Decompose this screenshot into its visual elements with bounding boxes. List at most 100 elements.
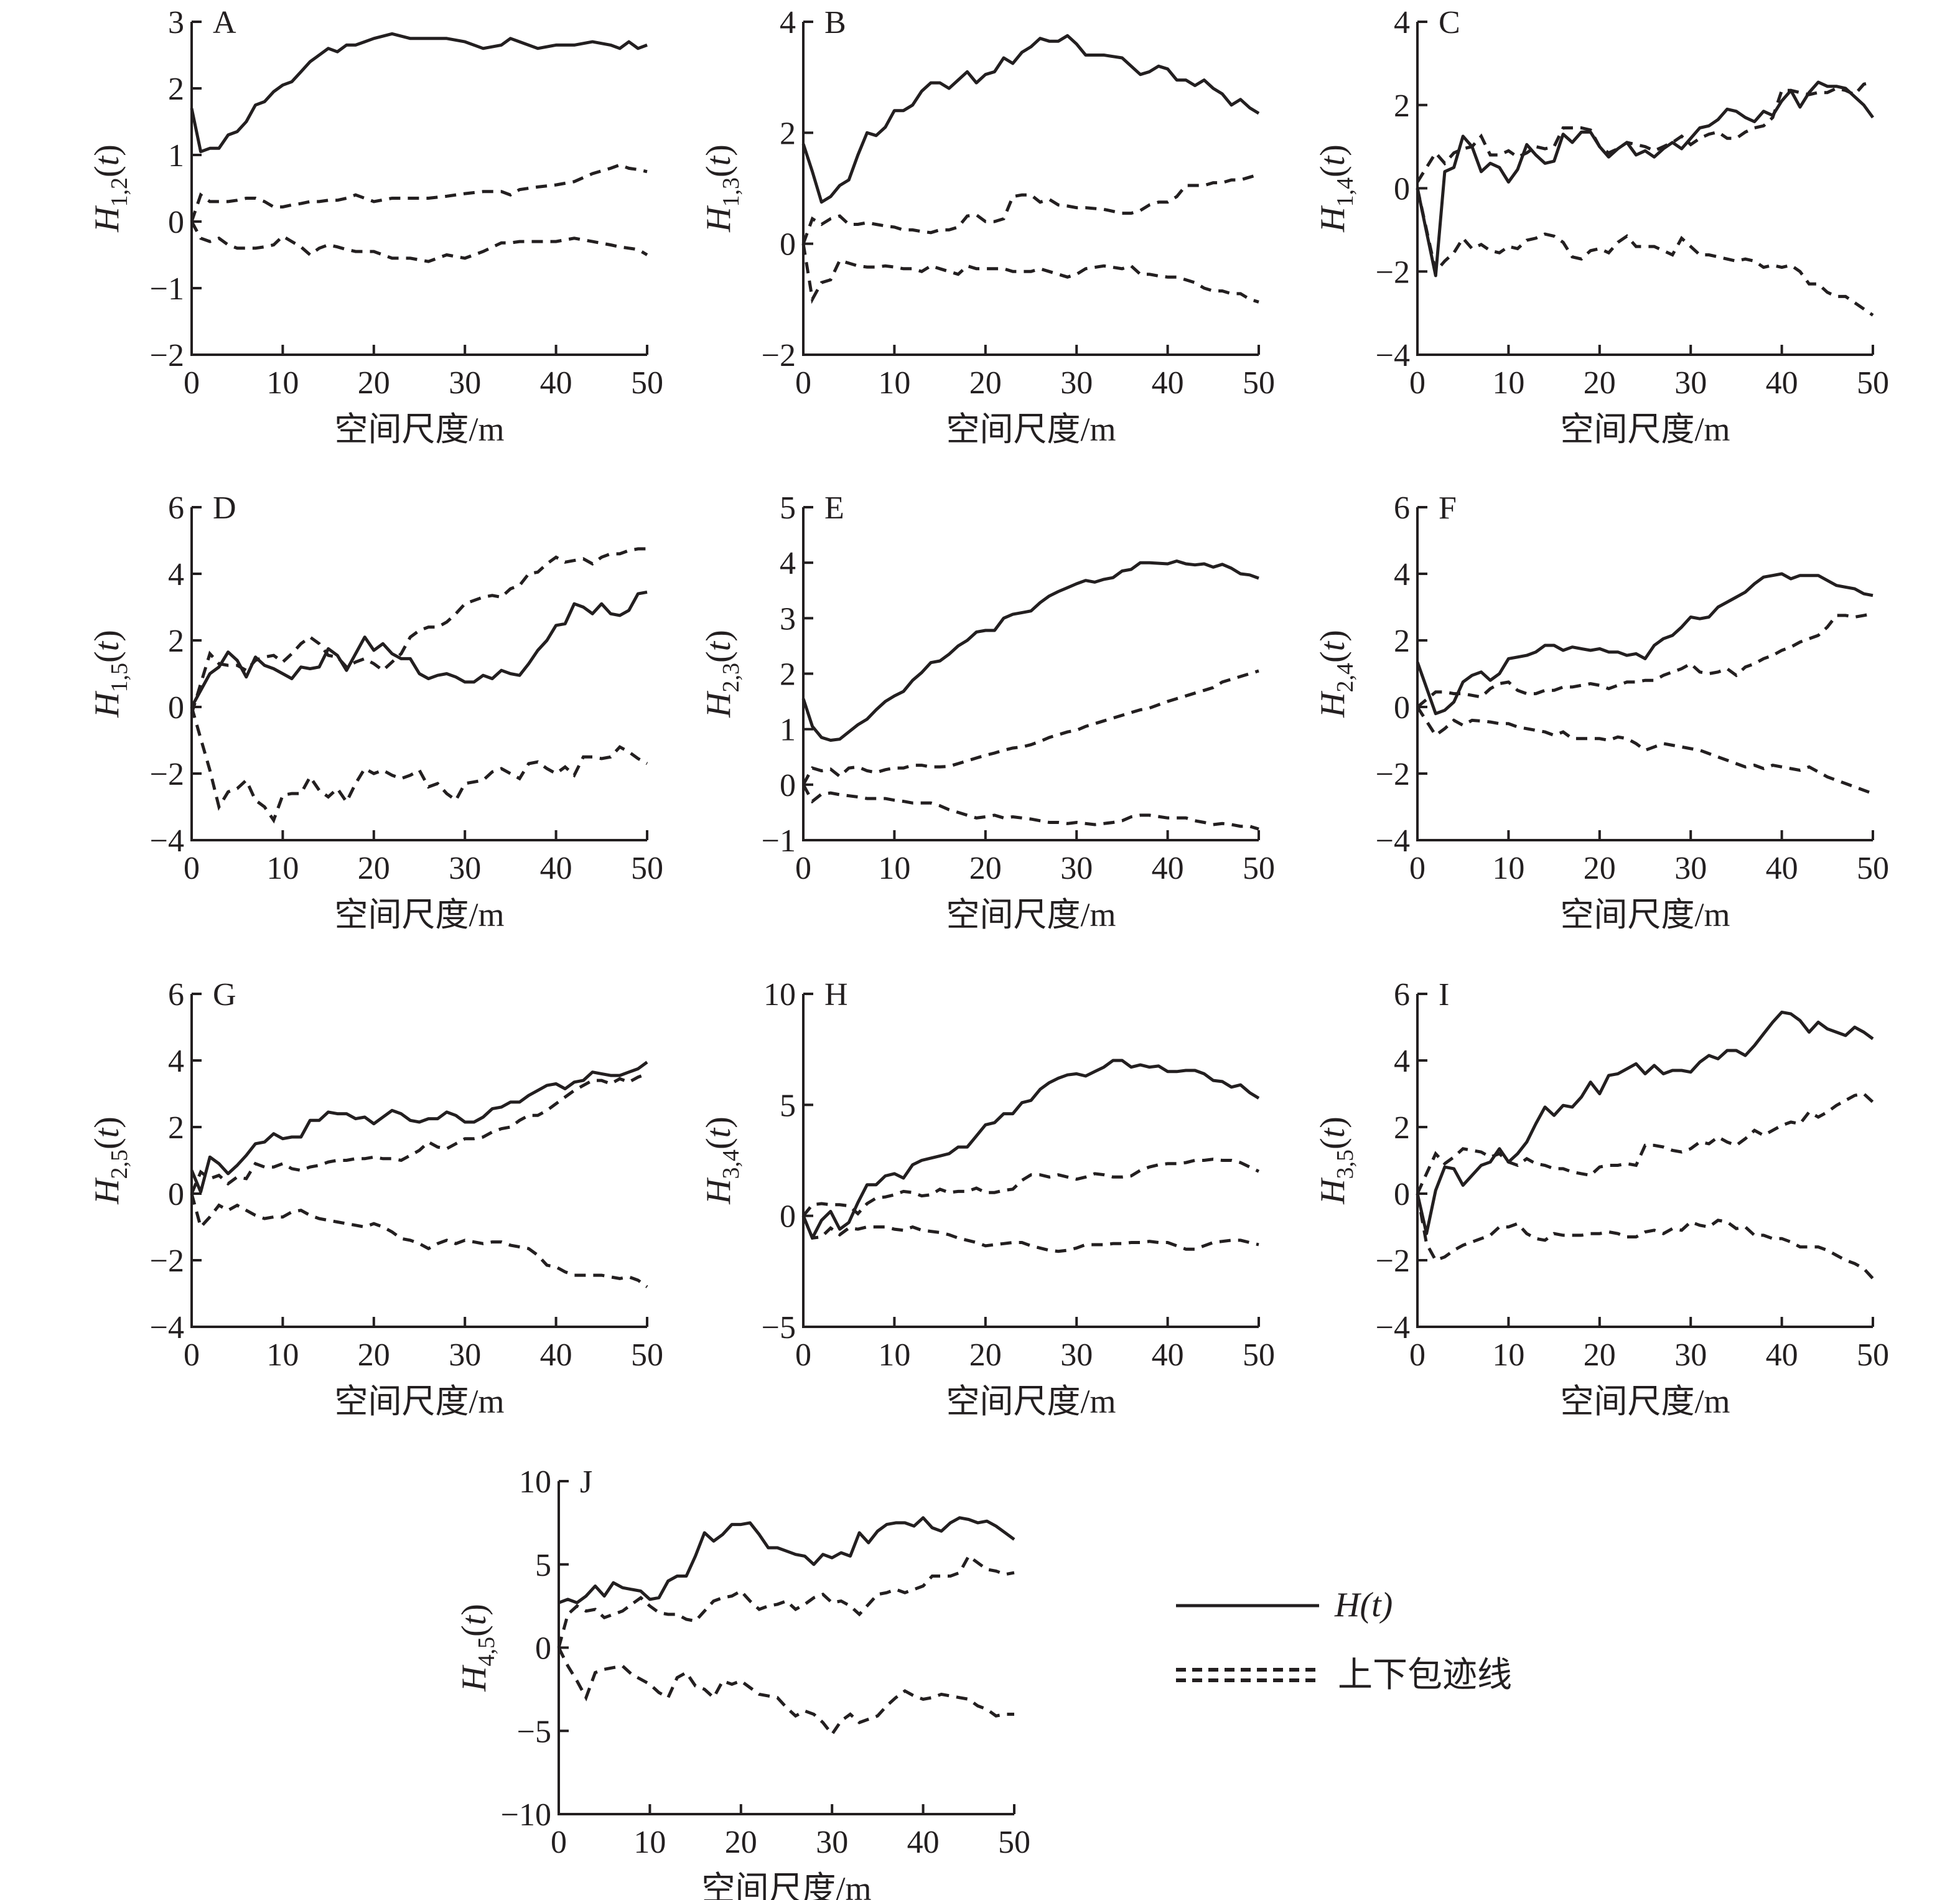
panel-f: −4 −2 0 2 4 6 0 10 20 30 40 50 F 空间尺度/m H2,4(t)	[1314, 490, 1889, 934]
y-axis-label: H2,5(t)	[88, 1116, 133, 1205]
y-tick-label: 6	[1394, 977, 1410, 1013]
y-tick-label: 4	[780, 546, 796, 581]
y-tick-label: 4	[168, 1044, 184, 1079]
x-tick-label: 50	[1243, 851, 1275, 886]
y-tick-label: 1	[780, 713, 796, 748]
y-tick-label: 2	[780, 116, 796, 151]
y-tick-label: 6	[1394, 490, 1410, 526]
y-tick-label: 6	[168, 490, 184, 526]
x-axis-label: 空间尺度/m	[334, 1383, 504, 1420]
y-axis-label: H1,4(t)	[1314, 144, 1358, 233]
y-tick-label: 0	[168, 690, 184, 726]
x-tick-label: 40	[1152, 851, 1184, 886]
y-tick-label: −2	[1376, 757, 1410, 792]
x-tick-label: 30	[1674, 1337, 1707, 1373]
series-upper-envelope	[557, 1553, 1015, 1649]
x-tick-label: 10	[878, 851, 910, 886]
y-tick-label: −2	[762, 338, 796, 373]
panel-letter: B	[824, 5, 846, 40]
x-tick-label: 30	[816, 1825, 848, 1860]
series-lower-envelope	[1416, 187, 1874, 317]
series-lower-envelope	[801, 243, 1259, 304]
x-tick-label: 20	[969, 851, 1002, 886]
y-tick-label: −2	[150, 757, 184, 792]
series-lower-envelope	[1416, 706, 1874, 795]
x-tick-label: 20	[358, 1337, 390, 1373]
panel-letter: D	[213, 490, 236, 526]
y-tick-label: 2	[780, 657, 796, 693]
y-tick-label: −2	[1376, 255, 1410, 290]
panel-letter: A	[213, 5, 236, 40]
x-tick-label: 0	[551, 1825, 567, 1860]
x-tick-label: 0	[1409, 851, 1426, 886]
x-tick-label: 30	[1674, 365, 1707, 401]
y-tick-label: 5	[780, 1088, 796, 1123]
y-tick-label: 2	[168, 1110, 184, 1146]
x-tick-label: 40	[1766, 851, 1798, 886]
y-tick-label: 0	[780, 1199, 796, 1235]
x-axis-label: 空间尺度/m	[946, 896, 1116, 934]
x-axis-label: 空间尺度/m	[334, 896, 504, 934]
x-tick-label: 10	[266, 1337, 299, 1373]
axes	[558, 1481, 1014, 1815]
axes	[1416, 507, 1873, 841]
series-h-t	[1416, 572, 1874, 716]
x-tick-label: 0	[184, 851, 200, 886]
series-lower-envelope	[190, 1193, 648, 1288]
series-upper-envelope	[190, 547, 647, 714]
y-tick-label: 2	[168, 624, 184, 659]
y-tick-label: 4	[168, 557, 184, 592]
y-tick-label: −4	[1376, 823, 1410, 859]
series-upper-envelope	[1416, 612, 1874, 708]
y-tick-label: 0	[535, 1631, 551, 1667]
x-tick-label: 0	[795, 851, 811, 886]
series-upper-envelope	[1416, 1092, 1874, 1195]
y-tick-label: −5	[762, 1310, 796, 1345]
y-tick-label: 2	[1394, 88, 1410, 124]
y-tick-label: 4	[780, 5, 796, 40]
series-h-t	[801, 1059, 1260, 1240]
y-tick-label: −2	[1376, 1243, 1410, 1279]
y-axis-label: H4,5(t)	[455, 1604, 500, 1692]
x-tick-label: 20	[1584, 365, 1616, 401]
x-tick-label: 20	[1584, 851, 1616, 886]
x-tick-label: 50	[998, 1825, 1030, 1860]
x-tick-label: 20	[358, 365, 390, 401]
y-tick-label: 5	[535, 1548, 551, 1583]
x-tick-label: 50	[1243, 1337, 1275, 1373]
y-tick-label: 0	[168, 205, 184, 240]
x-tick-label: 10	[878, 1337, 910, 1373]
x-axis-label: 空间尺度/m	[1560, 1383, 1730, 1420]
axes	[190, 994, 647, 1328]
y-tick-label: −4	[1376, 1310, 1410, 1345]
x-axis-label: 空间尺度/m	[334, 411, 504, 448]
series-h-t	[1416, 1010, 1874, 1235]
series-h-t	[190, 32, 648, 154]
x-tick-label: 10	[266, 365, 299, 401]
y-axis-label: H1,3(t)	[699, 144, 744, 233]
axes	[190, 22, 647, 356]
panel-letter: F	[1439, 490, 1457, 526]
panel-letter: E	[824, 490, 844, 526]
x-tick-label: 40	[540, 365, 572, 401]
y-axis-label: H3,5(t)	[1314, 1116, 1358, 1205]
series-upper-envelope	[801, 669, 1259, 785]
x-tick-label: 30	[1060, 851, 1093, 886]
y-tick-label: 2	[1394, 1110, 1410, 1146]
x-tick-label: 30	[449, 1337, 481, 1373]
series-lower-envelope	[190, 706, 648, 824]
x-tick-label: 50	[631, 851, 663, 886]
panel-letter: J	[580, 1464, 592, 1500]
y-axis-label: H3,4(t)	[699, 1116, 744, 1205]
series-lower-envelope	[190, 220, 648, 263]
y-tick-label: 3	[168, 5, 184, 40]
x-tick-label: 40	[1152, 365, 1184, 401]
panel-letter: C	[1439, 5, 1460, 40]
series-h-t	[190, 590, 648, 708]
x-tick-label: 20	[969, 1337, 1002, 1373]
x-axis-label: 空间尺度/m	[1560, 896, 1730, 934]
x-tick-label: 10	[266, 851, 299, 886]
